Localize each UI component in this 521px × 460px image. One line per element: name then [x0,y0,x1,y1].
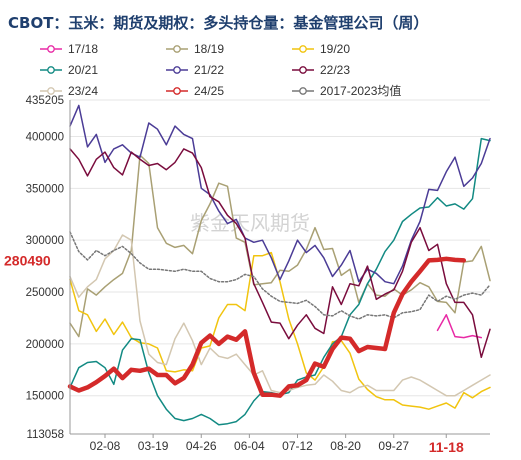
legend-item: 22/23 [292,63,350,77]
legend-swatch-marker [173,87,181,95]
legend-item: 23/24 [40,84,98,98]
legend-item: 2017-2023均值 [292,83,401,98]
x-tick-label: 06-04 [234,439,265,453]
legend-item: 18/19 [166,42,224,56]
x-tick-label: 02-08 [90,439,121,453]
legend-label: 24/25 [194,84,224,98]
legend-swatch-marker [299,87,307,95]
legend-label: 2017-2023均值 [320,83,401,98]
legend-swatch-marker [173,66,181,74]
series-line-2017-2023均值 [69,231,491,320]
series-line-22/23 [69,148,491,359]
legend-label: 19/20 [320,42,350,56]
legend-label: 22/23 [320,63,350,77]
x-tick-label: 08-20 [330,439,361,453]
legend-swatch-marker [299,45,307,53]
y-tick-label: 350000 [26,183,64,195]
legend-swatch-marker [47,66,55,74]
y-tick-label: 150000 [26,391,64,403]
legend-label: 17/18 [68,42,98,56]
axis: 435205 400000 350000 300000 250000 200000 1500… [26,95,490,455]
legend-swatch-marker [299,66,307,74]
y-tick-label: 300000 [26,235,64,247]
legend-swatch-marker [173,45,181,53]
x-tick-label: 09-27 [378,439,409,453]
y-tick-label: 435205 [26,95,64,107]
x-tick-label: 03-19 [138,439,169,453]
legend: 17/18 18/19 19/20 20/21 21/22 22/23 23/24 24/25… [40,42,401,98]
x-tick-label: 07-12 [282,439,313,453]
legend-item: 21/22 [166,63,224,77]
series-group [67,104,491,426]
legend-label: 21/22 [194,63,224,77]
legend-item: 24/25 [166,84,224,98]
series-line-19/20 [69,251,491,410]
current-value-label: 280490 [4,252,51,268]
legend-item: 19/20 [292,42,350,56]
legend-swatch-marker [47,87,55,95]
legend-label: 18/19 [194,42,224,56]
watermark: 紫金天风期货 [190,211,310,235]
chart-title: CBOT：玉米：期货及期权：多头持仓量：基金管理公司（周） [8,14,428,32]
legend-swatch-marker [47,45,55,53]
series-line-24/25 [67,256,467,398]
legend-item: 17/18 [40,42,98,56]
legend-label: 23/24 [68,84,98,98]
x-tick-label: 11-18 [429,439,464,455]
series-line-21/22 [69,104,491,285]
y-tick-label: 200000 [26,339,64,351]
legend-label: 20/21 [68,63,98,77]
y-tick-label: 250000 [26,287,64,299]
y-tick-label: 400000 [26,132,64,144]
y-tick-label: 113058 [26,429,64,441]
x-tick-label: 04-26 [186,439,217,453]
legend-item: 20/21 [40,63,98,77]
series-line-17/18 [436,314,483,339]
